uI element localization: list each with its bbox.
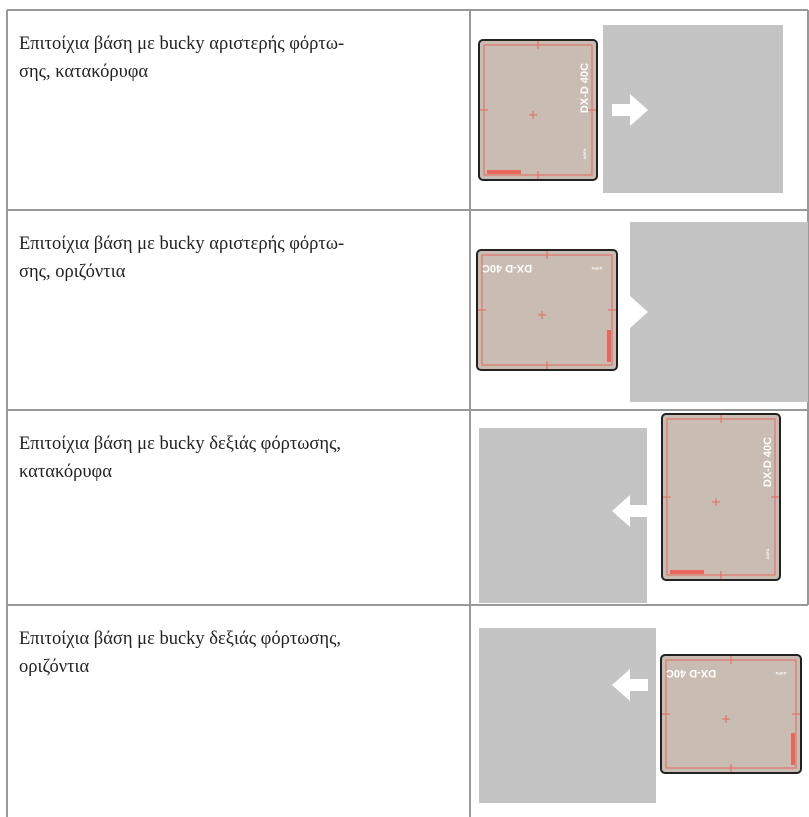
detector-model: DX-D 40C xyxy=(666,667,716,679)
detector-brand: AGFA xyxy=(591,266,602,271)
detector-brand: AGFA xyxy=(775,671,786,676)
detector-body xyxy=(478,39,598,181)
detector-model: DX-D 40C xyxy=(762,437,774,487)
detector: DX-D 40C AGFA xyxy=(476,249,618,371)
detector-brand: AGFA xyxy=(582,148,587,159)
detector-body xyxy=(476,249,618,371)
table-grid xyxy=(6,9,809,817)
arrow xyxy=(612,296,648,328)
row-label: κατακόρυφα xyxy=(19,462,112,482)
detector-brand: AGFA xyxy=(765,548,770,559)
row-label: σης, οριζόντια xyxy=(19,262,126,282)
detector: DX-D 40C AGFA xyxy=(660,654,802,774)
wall-stand xyxy=(630,222,808,402)
row-label: Επιτοίχια βάση με bucky δεξιάς φόρτωσης, xyxy=(19,434,341,454)
row-label: Επιτοίχια βάση με bucky αριστερής φόρτω- xyxy=(19,34,344,54)
detector-bar xyxy=(607,330,611,362)
detector-model: DX-D 40C xyxy=(482,262,532,274)
arrow xyxy=(612,94,648,126)
row-label: σης, κατακόρυφα xyxy=(19,62,148,82)
arrow xyxy=(612,669,648,701)
detector-bar xyxy=(791,733,795,765)
detector-model: DX-D 40C xyxy=(579,63,591,113)
arrow xyxy=(612,495,648,527)
detector-bar xyxy=(487,170,521,174)
row-label: Επιτοίχια βάση με bucky δεξιάς φόρτωσης, xyxy=(19,629,341,649)
row-label: Επιτοίχια βάση με bucky αριστερής φόρτω- xyxy=(19,234,344,254)
wall-stand xyxy=(479,628,656,803)
detector: DX-D 40C AGFA xyxy=(478,39,598,181)
row-label: οριζόντια xyxy=(19,657,89,677)
detector-body xyxy=(660,654,802,774)
detector-body xyxy=(661,413,781,581)
detector: DX-D 40C AGFA xyxy=(661,413,781,581)
detector-bar xyxy=(670,570,704,574)
